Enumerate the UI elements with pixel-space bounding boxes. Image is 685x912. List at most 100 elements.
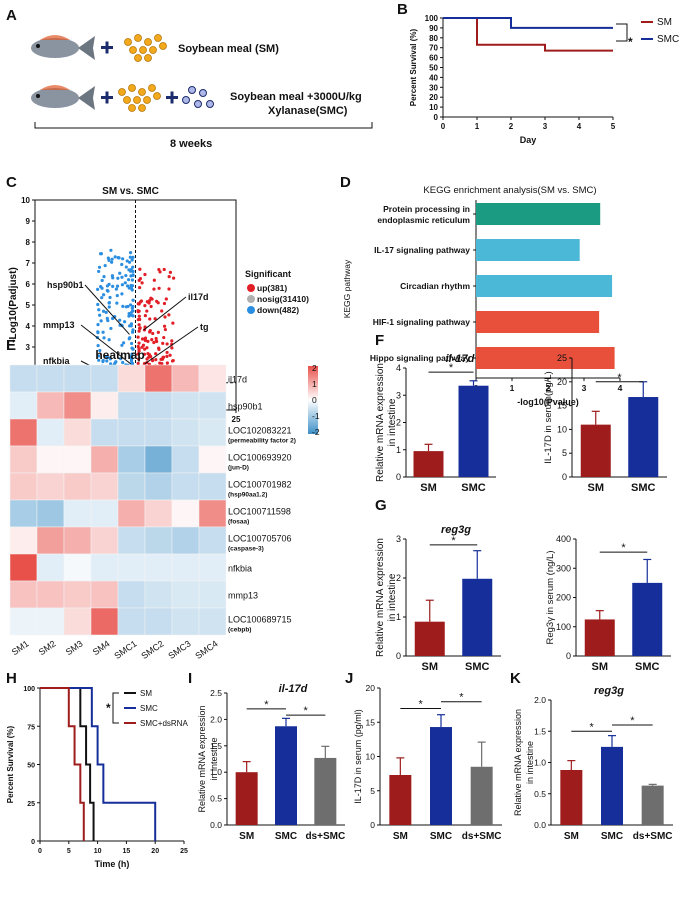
column-label: SM1 <box>10 638 31 657</box>
chart-title: il-17d <box>446 353 475 365</box>
smc-diet-label-line2: Xylanase(SMC) <box>268 105 348 117</box>
y-axis-label: Percent Survival (%) <box>6 725 15 803</box>
x-tick-label: 3 <box>582 383 587 393</box>
volcano-point-down <box>109 248 113 252</box>
volcano-point-up <box>162 324 167 328</box>
volcano-point-up <box>163 327 167 332</box>
x-tick-label: SMC <box>635 661 660 673</box>
heatmap-cell <box>63 499 92 528</box>
volcano-point-down <box>118 318 122 322</box>
panel-i-il17d-mrna-chart: 0.0 0.5 1.0 1.5 2.0 2.5 il-17d Relative mRNA ex… <box>197 683 345 842</box>
volcano-point-up <box>138 267 142 271</box>
volcano-point-up <box>137 278 141 282</box>
x-tick-label: 15 <box>123 848 131 855</box>
volcano-point-down <box>120 275 124 279</box>
heatmap-cell <box>171 580 200 609</box>
heatmap-cell <box>144 472 173 501</box>
heatmap-cell <box>9 553 38 582</box>
feed-pellets-icon <box>118 84 161 112</box>
heatmap-cell <box>117 418 146 447</box>
volcano-point-down <box>130 346 134 350</box>
y-tick-label: 40 <box>429 73 438 82</box>
smc-diet-label-line1: Soybean meal +3000U/kg <box>230 91 362 103</box>
volcano-point-up <box>149 304 153 309</box>
x-tick-label: 4 <box>577 122 582 131</box>
y-tick-label: 1.0 <box>210 767 222 777</box>
heatmap-cell <box>117 580 146 609</box>
volcano-point-down <box>130 278 135 282</box>
volcano-point-down <box>106 355 110 360</box>
bar-smc <box>275 726 297 825</box>
x-tick-label: 1 <box>475 122 480 131</box>
volcano-point-down <box>123 320 127 324</box>
volcano-point-down <box>98 313 102 317</box>
row-sublabel: (fosaa) <box>228 519 249 526</box>
timeline-bracket <box>34 122 373 129</box>
heatmap-cell <box>171 553 200 582</box>
volcano-point-up <box>143 347 147 351</box>
volcano-point-up <box>154 357 158 362</box>
panel-e-heatmap: heatmap il17d hsp90b1 LOC102083221 (permeabi… <box>10 348 320 661</box>
x-tick-label: 3 <box>543 122 548 131</box>
row-label: hsp90b1 <box>228 402 263 412</box>
volcano-point-down <box>101 309 106 313</box>
volcano-point-down <box>101 358 105 363</box>
y-tick-label: 1 <box>396 612 401 622</box>
volcano-point-down <box>128 355 133 359</box>
heatmap-cell <box>198 526 227 555</box>
y-tick-label: 400 <box>556 534 571 544</box>
gene-label: tg <box>200 322 209 332</box>
y-axis-label: KEGG pathway <box>342 259 352 318</box>
volcano-point-up <box>151 331 155 336</box>
heatmap-cell <box>63 553 92 582</box>
row-label: LOC100693920 <box>228 453 292 463</box>
row-label: LOC100689715 <box>228 615 292 625</box>
y-tick-label: 10 <box>557 424 567 434</box>
y-tick-label: 0 <box>396 651 401 661</box>
heatmap-cell <box>63 607 92 636</box>
volcano-point-up <box>145 346 149 350</box>
y-axis-label: Relative mRNA expression <box>375 363 386 482</box>
significance-star: * <box>451 535 456 547</box>
colorbar-tick-label: -2 <box>312 427 320 437</box>
heatmap-cell <box>9 499 38 528</box>
heatmap-cell <box>144 499 173 528</box>
colorbar <box>308 366 318 434</box>
volcano-point-up <box>165 361 170 365</box>
volcano-point-up <box>148 317 152 321</box>
heatmap-cell <box>36 526 65 555</box>
y-tick-label: 3 <box>396 390 401 400</box>
bar-smc <box>632 582 663 656</box>
bar-sm <box>414 621 445 656</box>
column-label: SMC1 <box>112 638 138 661</box>
heatmap-cell <box>144 445 173 474</box>
significance-star: * <box>590 721 595 733</box>
x-tick-label: SM <box>420 482 437 494</box>
y-tick-label: 1.0 <box>534 758 546 768</box>
heatmap-cell <box>117 364 146 393</box>
column-label: SMC4 <box>193 638 219 661</box>
volcano-point-up <box>143 313 147 318</box>
volcano-point-up <box>149 296 153 300</box>
heatmap-cell <box>90 607 119 636</box>
y-tick-label: 50 <box>27 763 35 770</box>
volcano-point-up <box>136 361 140 366</box>
volcano-point-down <box>120 292 124 296</box>
panel-label-g: G <box>375 497 387 514</box>
x-axis-label: -log10(Pvalue) <box>517 397 579 407</box>
volcano-point-up <box>165 354 169 358</box>
volcano-point-up <box>145 309 149 313</box>
y-tick-label: 0.0 <box>534 820 546 830</box>
row-label: il17d <box>228 375 247 385</box>
heatmap-cell <box>144 553 173 582</box>
volcano-point-up <box>167 275 171 279</box>
x-tick-label: 5 <box>67 848 71 855</box>
panel-k-reg3g-mrna-chart: 0.0 0.5 1.0 1.5 2.0 reg3g Relative mRNA expres… <box>513 685 673 842</box>
y-tick-label: 10 <box>21 196 30 205</box>
category-label: endoplasmic reticulum <box>377 215 470 225</box>
volcano-point-down <box>131 304 135 309</box>
x-tick-label: ds+SMC <box>633 831 673 842</box>
legend-dot <box>247 284 255 292</box>
heatmap-cell <box>90 553 119 582</box>
volcano-point-up <box>171 321 175 325</box>
